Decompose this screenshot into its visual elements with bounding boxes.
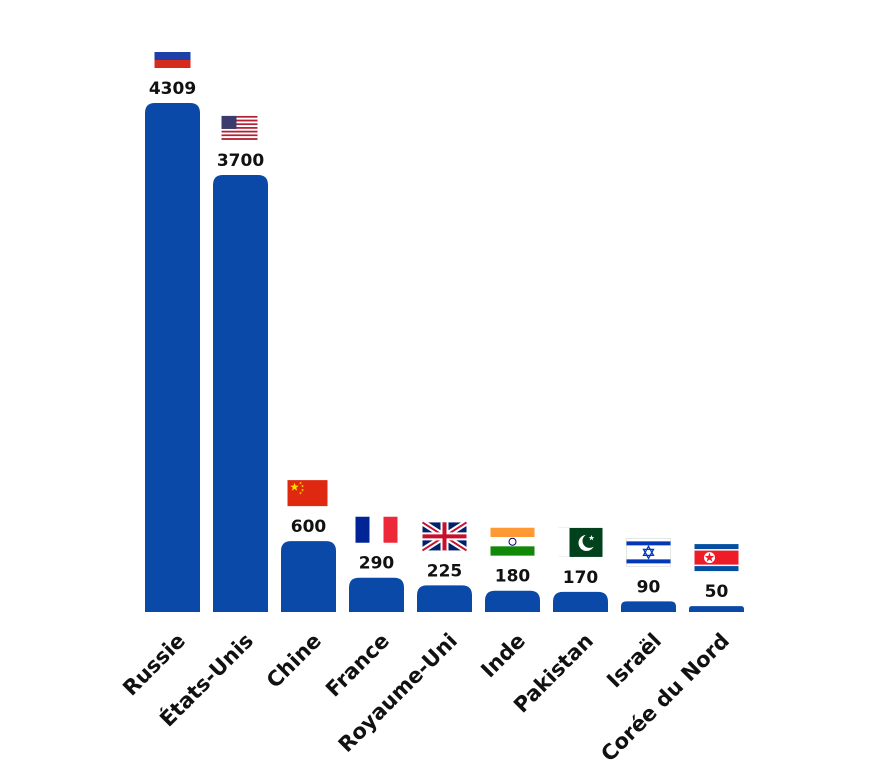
flag-stripe <box>490 546 535 556</box>
flag-star <box>588 534 595 541</box>
flag-crescent-cut <box>582 533 597 548</box>
flag-stripe <box>221 117 258 120</box>
flag-star <box>704 552 715 562</box>
flag-stripe <box>383 516 398 543</box>
flag-canton <box>221 115 237 129</box>
flag-stripe <box>221 128 258 131</box>
flag-band <box>558 527 570 557</box>
value-label: 3700 <box>217 151 264 171</box>
flag-stripe <box>221 115 258 118</box>
bar <box>281 541 336 612</box>
flag-star <box>290 482 299 491</box>
value-label: 600 <box>291 517 327 537</box>
x-tick-label: Royaume-Uni <box>334 629 462 757</box>
value-label: 90 <box>637 577 661 597</box>
flag <box>490 527 535 556</box>
x-tick-label: Chine <box>262 629 326 693</box>
flag-stripe <box>221 134 258 137</box>
flag-stripe <box>154 52 191 60</box>
flag-stripe <box>221 123 258 126</box>
value-label: 4309 <box>149 79 196 99</box>
flag <box>154 44 191 68</box>
flag-stripe <box>626 541 671 546</box>
flag-star <box>301 484 304 488</box>
flag-stripe <box>355 516 370 543</box>
flag-stripe <box>221 119 258 122</box>
flag <box>221 115 258 140</box>
bar <box>553 591 608 612</box>
flag-stripe <box>221 138 258 140</box>
flag-stripe <box>626 559 671 564</box>
value-label: 290 <box>359 554 395 574</box>
flag-stripe <box>490 537 535 547</box>
flag-stripe <box>221 130 258 133</box>
flag-field <box>287 480 328 507</box>
flag-wheel <box>508 537 517 546</box>
flag-cross <box>422 522 467 551</box>
flag-stripe <box>694 550 739 565</box>
x-tick-label: Israël <box>602 629 666 693</box>
bar <box>213 174 268 612</box>
x-tick-label: Corée du Nord <box>596 629 734 767</box>
flag-stripe <box>221 132 258 135</box>
flag-star <box>301 488 304 492</box>
bar <box>349 577 404 612</box>
flag-star <box>299 481 302 485</box>
flag-stripe <box>221 136 258 139</box>
flag <box>558 527 603 557</box>
flag-stripe <box>154 60 191 68</box>
flag <box>420 519 469 553</box>
x-tick-label: Inde <box>476 629 530 683</box>
flag-stripe <box>490 527 535 538</box>
flag <box>355 516 398 543</box>
flag <box>626 538 671 567</box>
value-label: 180 <box>495 567 531 587</box>
value-label: 225 <box>427 561 463 581</box>
flag-star <box>299 491 302 495</box>
flag <box>287 480 328 507</box>
flag-stripe <box>221 121 258 124</box>
value-label: 170 <box>563 568 599 588</box>
flag-star <box>642 545 655 560</box>
value-label: 50 <box>705 582 729 602</box>
bar <box>621 601 676 612</box>
flag-stripe <box>221 127 258 129</box>
bar <box>145 103 200 612</box>
flag-stripe <box>369 516 384 543</box>
flag-stripe <box>154 44 191 52</box>
bar <box>417 585 472 612</box>
flag <box>694 544 739 572</box>
bar <box>689 606 744 612</box>
flag-stripe <box>221 125 258 128</box>
bar <box>485 590 540 612</box>
